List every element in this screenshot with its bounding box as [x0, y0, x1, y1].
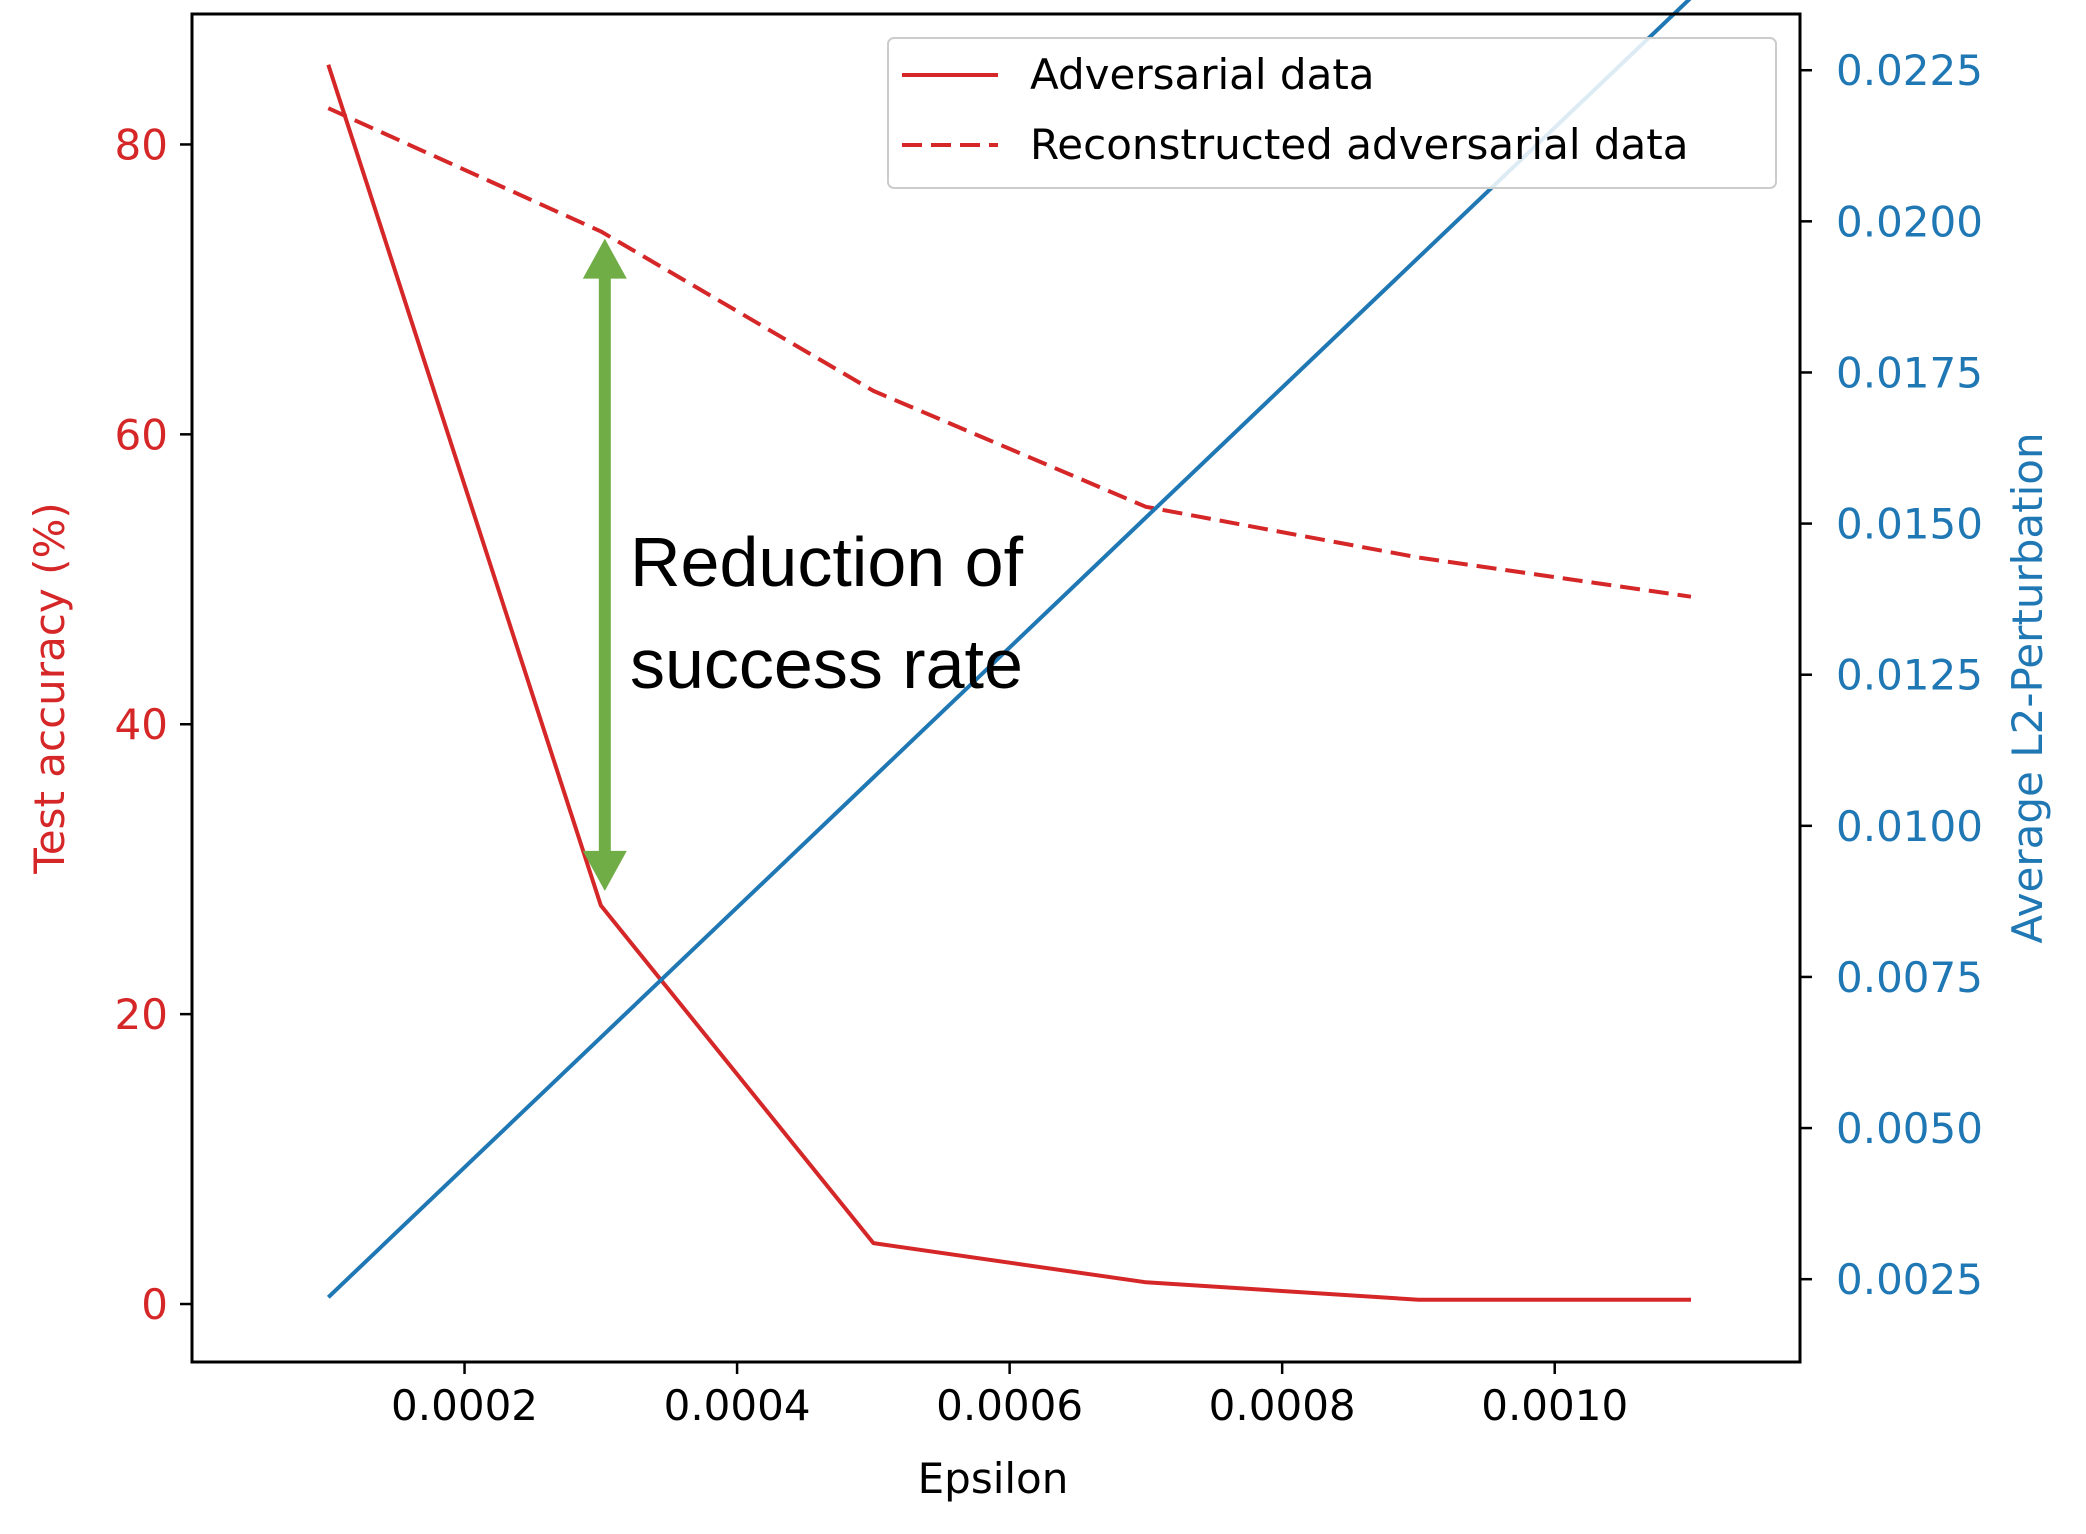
annotation-text-line: success rate: [630, 625, 1023, 703]
plot-area-frame: [190, 12, 1802, 1364]
legend-label-reconstructed: Reconstructed adversarial data: [1030, 120, 1688, 169]
y-right-tick-label: 0.0225: [1836, 46, 1983, 95]
x-tick-label: 0.0006: [936, 1381, 1083, 1430]
y-right-tick-label: 0.0050: [1836, 1104, 1983, 1153]
y-left-tick-label: 60: [115, 410, 168, 459]
annotation-arrow-head-up: [582, 238, 627, 279]
annotation-layer: Reduction of success rate: [582, 238, 1024, 891]
y-left-tick-label: 20: [115, 990, 168, 1039]
series-line-adversarial-data: [326, 64, 1691, 1302]
y-right-tick-label: 0.0200: [1836, 197, 1983, 246]
y-right-tick-label: 0.0025: [1836, 1255, 1983, 1304]
legend: Adversarial data Reconstructed adversari…: [887, 37, 1777, 189]
right-axis-ticks: 0.0025 0.0050 0.0075 0.0100 0.0125 0.0150 0.01…: [1800, 46, 1983, 1304]
legend-label-adversarial: Adversarial data: [1030, 50, 1375, 99]
plot-lines: [326, 0, 1692, 1302]
y-right-tick-label: 0.0125: [1836, 651, 1983, 700]
x-tick-label: 0.0010: [1481, 1381, 1628, 1430]
y-right-tick-label: 0.0075: [1836, 953, 1983, 1002]
legend-box: [887, 37, 1777, 189]
y-right-tick-label: 0.0175: [1836, 348, 1983, 397]
y-left-tick-label: 0: [141, 1280, 168, 1329]
x-axis-label: Epsilon: [918, 1454, 1069, 1503]
annotation-arrow-head-down: [582, 850, 627, 891]
series-line-reconstructed-adversarial-data: [327, 106, 1692, 599]
y-right-tick-label: 0.0150: [1836, 500, 1983, 549]
y-left-tick-label: 80: [115, 120, 168, 169]
y-axis-right-label: Average L2-Perturbation: [2003, 432, 2052, 943]
left-axis-ticks: 0 20 40 60 80: [115, 120, 192, 1329]
y-axis-left-label: Test accuracy (%): [25, 502, 74, 875]
annotation-text-line: Reduction of: [630, 523, 1024, 601]
series-line-average-l2-perturbation: [326, 0, 1692, 1299]
y-left-tick-label: 40: [115, 700, 168, 749]
y-right-tick-label: 0.0100: [1836, 802, 1983, 851]
x-tick-label: 0.0004: [664, 1381, 811, 1430]
x-tick-label: 0.0008: [1209, 1381, 1356, 1430]
bottom-axis-ticks: 0.0002 0.0004 0.0006 0.0008 0.0010: [391, 1362, 1628, 1430]
x-tick-label: 0.0002: [391, 1381, 538, 1430]
